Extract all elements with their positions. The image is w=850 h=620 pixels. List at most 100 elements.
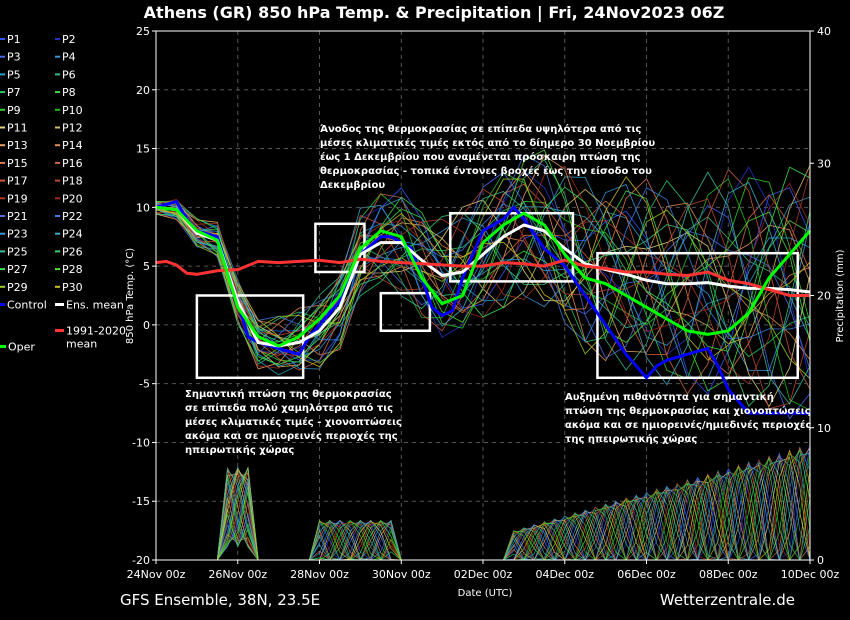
y2-tick-label: 10 [817, 422, 831, 435]
legend-label: P19 [7, 192, 28, 205]
x-tick-label: 26Nov 00z [208, 568, 267, 581]
x-tick-label: 04Dec 00z [535, 568, 594, 581]
footer-site: Wetterzentrale.de [660, 591, 795, 609]
series-line-1991-2020-mean [155, 257, 810, 297]
legend-label: P24 [62, 228, 83, 241]
annotation-line: Σημαντική πτώση της θερμοκρασίας [185, 388, 392, 400]
y-tick-label: 15 [136, 143, 150, 156]
precip-lines [156, 444, 811, 561]
y-tick-label: -10 [132, 436, 150, 449]
legend-label: P26 [62, 245, 83, 258]
y-axis-label: 850 hPa Temp. (°C) [125, 248, 136, 344]
y2-axis-ticks: 0 10 20 30 40 [810, 25, 831, 567]
annotation-line: της ηπειρωτικής χώρας [565, 433, 697, 445]
highlight-box [195, 294, 305, 380]
y2-tick-label: 0 [817, 554, 824, 567]
y-tick-label: -5 [139, 378, 150, 391]
y-axis-ticks: -20 -15 -10 -5 0 5 10 15 20 25 [132, 25, 156, 567]
highlight-box [314, 222, 366, 274]
legend-label: P27 [7, 263, 28, 276]
legend-label: P13 [7, 139, 28, 152]
x-tick-label: 30Nov 00z [372, 568, 431, 581]
y-tick-label: 10 [136, 201, 150, 214]
series-line-oper [155, 205, 812, 348]
highlight-box [449, 211, 575, 283]
y-tick-label: 20 [136, 84, 150, 97]
legend-label: Oper [8, 341, 35, 354]
annotation-line: έως 1 Δεκεμβρίου που αναμένεται πρόσκαιρ… [320, 151, 640, 163]
legend-label: mean [66, 338, 97, 351]
x-tick-label: 24Nov 00z [127, 568, 186, 581]
legend-label: P2 [62, 33, 76, 46]
legend-label: 1991-2020 [66, 325, 126, 338]
legend-label: P17 [7, 175, 28, 188]
legend-label: P30 [62, 281, 83, 294]
legend-label: P3 [7, 51, 21, 64]
annotation-line: σε επίπεδα πολύ χαμηλότερα από τις [185, 402, 393, 414]
x-tick-label: 02Dec 00z [454, 568, 513, 581]
legend-label: Control [7, 299, 47, 312]
x-tick-label: 28Nov 00z [290, 568, 349, 581]
member-line [155, 176, 811, 376]
legend-label: Ens. mean [66, 299, 124, 312]
annotation-line: μέσες κλιματικές τιμές εκτός από το δίημ… [320, 137, 655, 149]
legend-label: P18 [62, 175, 83, 188]
legend: P1 P2 P3 P4 P5 P6 P7 P8 P9 P10 P11 P12 P13 P14 P15 P16 P… [0, 33, 126, 354]
legend-label: P7 [7, 86, 21, 99]
series-lines [155, 199, 812, 415]
legend-label: P6 [62, 68, 76, 81]
legend-label: P10 [62, 104, 83, 117]
y2-tick-label: 40 [817, 25, 831, 38]
annotation-line: Άνοδος της θερμοκρασίας σε επίπεδα υψηλό… [320, 123, 641, 135]
annotation-line: ηπειρωτικής χώρας [185, 444, 294, 456]
legend-label: P5 [7, 68, 21, 81]
legend-label: P28 [62, 263, 83, 276]
annotation-line: Αυξημένη πιθανότητα για σημαντική [565, 391, 774, 403]
legend-label: P21 [7, 210, 28, 223]
member-line [155, 188, 811, 410]
legend-label: P12 [62, 122, 83, 135]
y-tick-label: -15 [132, 495, 150, 508]
legend-label: P29 [7, 281, 28, 294]
chart-title: Athens (GR) 850 hPa Temp. & Precipitatio… [144, 3, 725, 23]
y-tick-label: -20 [132, 554, 150, 567]
legend-label: P4 [62, 51, 76, 64]
member-line [155, 168, 811, 390]
legend-label: P25 [7, 245, 28, 258]
member-line [155, 172, 811, 411]
x-axis-label: Date (UTC) [458, 588, 513, 599]
annotation-line: ακόμα και σε ημιορεινές περιοχές της [185, 430, 398, 442]
annotation-line: θερμοκρασίας - τοπικά έντονες βροχές έως… [320, 165, 652, 177]
y-tick-label: 25 [136, 25, 150, 38]
annotation-line: Δεκεμβρίου [320, 179, 385, 191]
legend-label: P23 [7, 228, 28, 241]
x-tick-label: 08Dec 00z [699, 568, 758, 581]
legend-label: P8 [62, 86, 76, 99]
legend-label: P9 [7, 104, 21, 117]
y2-axis-label: Precipitation (mm) [835, 249, 846, 342]
annotation-line: πτώση της θερμοκρασίας και χιονοπτώσεις [565, 405, 811, 417]
annotations: Άνοδος της θερμοκρασίας σε επίπεδα υψηλό… [185, 123, 811, 456]
highlight-box [379, 291, 432, 333]
member-line [155, 165, 811, 369]
y2-tick-label: 20 [817, 290, 831, 303]
x-axis-ticks: 24Nov 00z 26Nov 00z 28Nov 00z 30Nov 00z 02De… [127, 560, 840, 581]
annotation-line: ακόμα και σε ημιορεινές/ημιεδινές περιοχ… [565, 419, 811, 431]
footer-source: GFS Ensemble, 38N, 23.5E [120, 591, 320, 609]
x-tick-label: 06Dec 00z [617, 568, 676, 581]
y-tick-label: 5 [143, 260, 150, 273]
legend-label: P22 [62, 210, 83, 223]
legend-label: P11 [7, 122, 28, 135]
legend-label: P15 [7, 157, 28, 170]
legend-label: P1 [7, 33, 21, 46]
legend-label: P20 [62, 192, 83, 205]
annotation-line: μέσες κλιματικές τιμές - χιονοπτώσεις [185, 416, 402, 428]
y-tick-label: 0 [143, 319, 150, 332]
series-line-ens-mean [155, 205, 811, 348]
member-line [155, 166, 811, 366]
legend-label: P14 [62, 139, 83, 152]
x-tick-label: 10Dec 00z [781, 568, 840, 581]
y2-tick-label: 30 [817, 157, 831, 170]
legend-label: P16 [62, 157, 83, 170]
